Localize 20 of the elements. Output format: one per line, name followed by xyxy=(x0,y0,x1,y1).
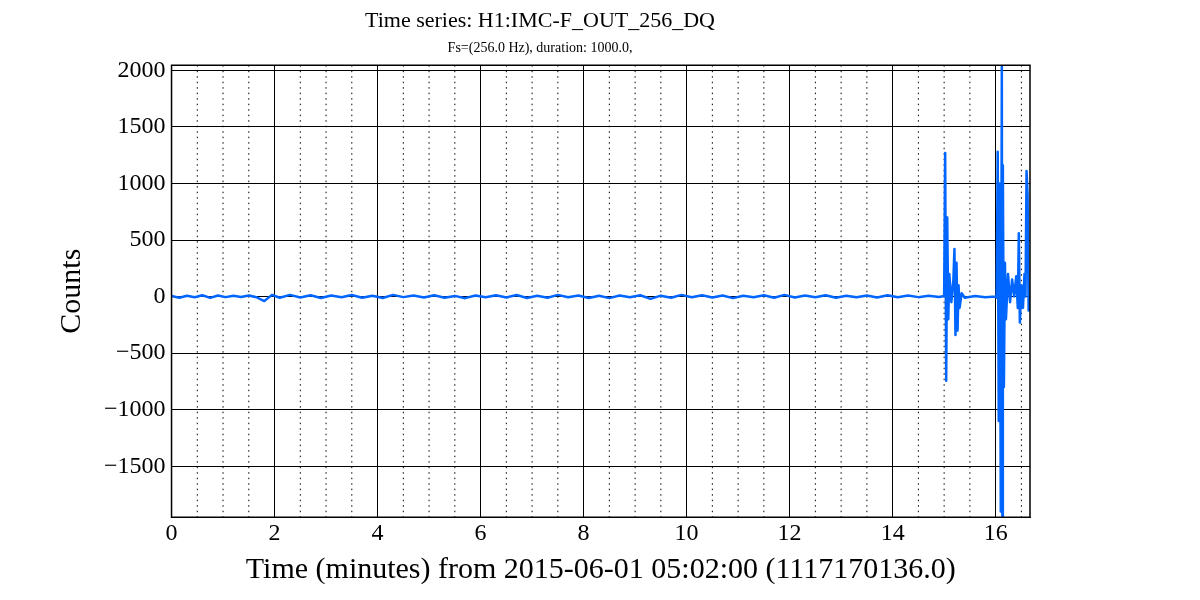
x-tick-label: 12 xyxy=(777,518,802,545)
y-tick-label: 500 xyxy=(129,225,166,252)
y-tick-label: 0 xyxy=(153,281,166,308)
y-tick-label: 2000 xyxy=(117,55,166,82)
x-tick-label: 6 xyxy=(474,518,487,545)
y-tick-label: −500 xyxy=(115,338,166,365)
chart-subtitle: Fs=(256.0 Hz), duration: 1000.0, xyxy=(447,40,633,57)
x-tick-label: 4 xyxy=(371,518,384,545)
x-tick-label: 14 xyxy=(880,518,905,545)
chart-title: Time series: H1:IMC-F_OUT_256_DQ xyxy=(365,6,716,32)
y-tick-label: −1000 xyxy=(103,395,166,422)
y-tick-label: −1500 xyxy=(103,451,166,478)
x-tick-label: 16 xyxy=(983,518,1008,545)
x-tick-label: 8 xyxy=(577,518,590,545)
y-tick-label: 1000 xyxy=(117,168,166,195)
x-axis-title: Time (minutes) from 2015-06-01 05:02:00 (1117170136.0) xyxy=(245,550,956,585)
y-axis-title: Counts xyxy=(52,248,86,334)
x-tick-label: 2 xyxy=(268,518,281,545)
y-tick-label: 1500 xyxy=(117,112,166,139)
x-tick-label: 10 xyxy=(674,518,699,545)
